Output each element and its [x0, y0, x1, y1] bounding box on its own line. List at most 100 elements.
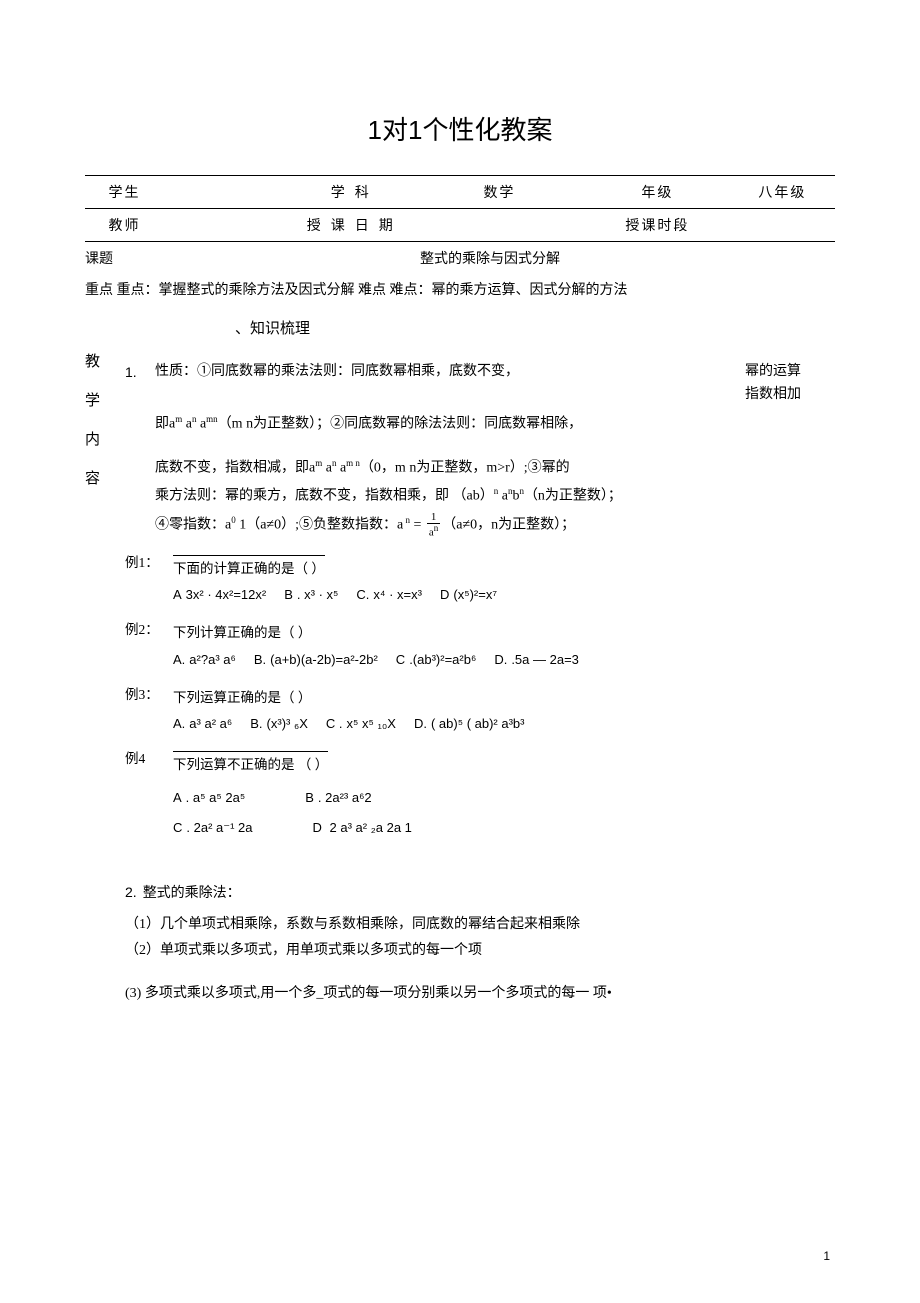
ex2-opt-d: D. .5a — 2a=3 — [494, 650, 579, 671]
ex2-a-letter: A. — [173, 652, 185, 667]
point-2-sub3: (3) 多项式乘以多项式,用一个多_项式的每一项分别乘以另一个多项式的每一 项• — [125, 981, 835, 1008]
ex1-d-text: (x⁵)²=x⁷ — [453, 587, 497, 602]
p1-line1: 性质：①同底数幂的乘法法则：同底数幂相乘，底数不变， — [155, 364, 519, 379]
p1-line4: 乘方法则：幂的乘方，底数不变，指数相乘，即 （ab）n anbn（n为正整数）； — [155, 484, 835, 508]
p1l5-b: 1（a≠0）;⑤负整数指数：a — [236, 518, 404, 533]
content-layout: 教 学 内 容 、知识梳理 1. 幂的运算 指数相加 性质：①同底数幂的乘法法则… — [85, 317, 835, 1007]
ex3-a-text: a³ a² a⁶ — [189, 716, 232, 731]
page-title: 1对1个性化教案 — [85, 110, 835, 147]
ex1-opt-d: D (x⁵)²=x⁷ — [440, 585, 497, 606]
example-2: 例2： 下列计算正确的是（ ） A.a²?a³ a⁶ B.(a+b)(a-2b)… — [125, 622, 835, 670]
ex1-stem: 下面的计算正确的是（ ） — [173, 555, 325, 580]
hdr-date-label: 授课日期 — [296, 209, 414, 242]
p1l4-b: a — [498, 489, 508, 504]
ex3-d-letter: D. — [414, 716, 427, 731]
ex3-opt-a: A.a³ a² a⁶ — [173, 714, 232, 735]
topic-label: 课题 — [85, 248, 145, 268]
ex3-b-letter: B. — [250, 716, 262, 731]
ex4-opt-c: C. 2a² a⁻¹ 2a — [173, 818, 253, 839]
ex1-opt-b: B . x³ · x⁵ — [284, 585, 338, 606]
ex2-c-text: .(ab³)²=a²b⁶ — [409, 652, 476, 667]
point-1-number: 1. — [125, 361, 155, 383]
p1l3-a: 底数不变，指数相减，即a — [155, 461, 315, 476]
ex2-b-text: (a+b)(a-2b)=a²-2b² — [270, 652, 378, 667]
ex2-d-text: .5a — 2a=3 — [511, 652, 579, 667]
header-row-2: 教师 授课日期 授课时段 — [85, 209, 835, 242]
ex2-label: 例2： — [125, 622, 173, 638]
ex4-a-text: . a⁵ a⁵ 2a⁵ — [186, 790, 246, 805]
ex4-stem: 下列运算不正确的是 （ ） — [173, 751, 328, 776]
p1l5-eq: = — [410, 518, 425, 533]
hdr-grade-label: 年级 — [585, 176, 730, 209]
ex4-d-text: 2 a³ a² ₂a 2a 1 — [326, 820, 412, 835]
point-2-heading: 整式的乘除法： — [143, 886, 241, 901]
hdr-subject-value: 数学 — [414, 176, 585, 209]
hdr-student-label: 学生 — [85, 176, 164, 209]
ex4-opt-b: B. 2a²³ a⁶2 — [305, 788, 371, 809]
header-table: 学生 学科 数学 年级 八年级 教师 授课日期 授课时段 — [85, 175, 835, 242]
side-column: 教 学 内 容 — [85, 317, 125, 1007]
p1l5-e2: n — [403, 515, 410, 525]
ex4-opt-d: D 2 a³ a² ₂a 2a 1 — [313, 818, 412, 839]
topic-row: 课题 整式的乘除与因式分解 — [85, 248, 835, 268]
ex2-opt-a: A.a²?a³ a⁶ — [173, 650, 236, 671]
ex1-opt-c: C.x⁴ · x=x³ — [356, 585, 422, 606]
ex3-d-text: ( ab)⁵ ( ab)² a³b³ — [431, 716, 525, 731]
ex4-label: 例4 — [125, 751, 173, 767]
ex4-a-letter: A — [173, 790, 182, 805]
hdr-period-label: 授课时段 — [585, 209, 730, 242]
ex4-c-letter: C — [173, 820, 182, 835]
frac-bot-e: n — [434, 523, 439, 533]
point-2-sub1: （1）几个单项式相乘除，系数与系数相乘除，同底数的幂结合起来相乘除 — [125, 912, 835, 939]
side-char-1: 教 — [85, 343, 125, 382]
hdr-period-value — [730, 209, 835, 242]
p1l5-a: ④零指数：a — [155, 518, 231, 533]
example-1: 例1： 下面的计算正确的是（ ） A3x² · 4x²=12x² B . x³ ·… — [125, 555, 835, 606]
ex1-d-letter: D — [440, 587, 449, 602]
page-number: 1 — [823, 1249, 830, 1263]
ex2-d-letter: D. — [494, 652, 507, 667]
p1l3-b: a — [322, 461, 332, 476]
p1l3-e3: m n — [346, 458, 360, 468]
ex3-label: 例3： — [125, 687, 173, 703]
p1l4-a: 乘方法则：幂的乘方，底数不变，指数相乘，即 （ab） — [155, 489, 494, 504]
ex2-opt-b: B.(a+b)(a-2b)=a²-2b² — [254, 650, 378, 671]
ex1-label: 例1： — [125, 555, 173, 571]
ex1-a-text: 3x² · 4x²=12x² — [186, 587, 267, 602]
p1l2-b: a — [182, 417, 192, 432]
main-content: 、知识梳理 1. 幂的运算 指数相加 性质：①同底数幂的乘法法则：同底数幂相乘，… — [125, 317, 835, 1007]
hdr-date-value — [414, 209, 585, 242]
ex3-c-letter: C . — [326, 716, 343, 731]
side-char-2: 学 — [85, 382, 125, 421]
ex4-b-text: . 2a²³ a⁶2 — [318, 790, 372, 805]
ex1-opt-a: A3x² · 4x²=12x² — [173, 585, 266, 606]
side-char-3: 内 — [85, 421, 125, 460]
ex4-d-letter: D — [313, 820, 322, 835]
ex1-b-text: . x³ · x⁵ — [297, 587, 339, 602]
p1l3-c: a — [336, 461, 346, 476]
point-2-number: 2. — [125, 884, 137, 900]
ex1-c-text: x⁴ · x=x³ — [373, 587, 422, 602]
header-row-1: 学生 学科 数学 年级 八年级 — [85, 176, 835, 209]
ex3-opt-b: B. (x³)³ ₆X — [250, 714, 308, 735]
p1l5-fraction: 1an — [427, 512, 440, 539]
example-4: 例4 下列运算不正确的是 （ ） A . a⁵ a⁵ 2a⁵ B. 2a²³ a⁶… — [125, 751, 835, 839]
ex1-b-letter: B — [284, 587, 293, 602]
ex1-options: A3x² · 4x²=12x² B . x³ · x⁵ C.x⁴ · x=x³ D… — [173, 585, 835, 606]
point-1-body: 幂的运算 指数相加 性质：①同底数幂的乘法法则：同底数幂相乘，底数不变， — [155, 361, 835, 406]
hdr-student-value — [164, 176, 296, 209]
point-1: 1. 幂的运算 指数相加 性质：①同底数幂的乘法法则：同底数幂相乘，底数不变， — [125, 361, 835, 406]
point-1-right-note: 幂的运算 指数相加 — [745, 361, 835, 406]
hdr-grade-value: 八年级 — [730, 176, 835, 209]
ex4-opt-a: A . a⁵ a⁵ 2a⁵ — [173, 788, 245, 809]
ex2-stem: 下列计算正确的是（ ） — [173, 625, 311, 640]
section-heading: 、知识梳理 — [235, 317, 310, 343]
ex3-b-text: (x³)³ ₆X — [267, 716, 308, 731]
p1l2-c: a — [196, 417, 206, 432]
p1l5-tail: （a≠0，n为正整数）； — [442, 518, 575, 533]
hdr-subject-label: 学科 — [296, 176, 414, 209]
p1l3-tail: （0，m n为正整数，m>r）;③幂的 — [360, 461, 570, 476]
p1l2-tail: （m n为正整数）；②同底数幂的除法法则：同底数幂相除， — [218, 417, 582, 432]
hdr-teacher-value — [164, 209, 296, 242]
ex3-options: A.a³ a² a⁶ B.(x³)³ ₆X C .x⁵ x⁵ ₁₀X D.( a… — [173, 714, 835, 735]
